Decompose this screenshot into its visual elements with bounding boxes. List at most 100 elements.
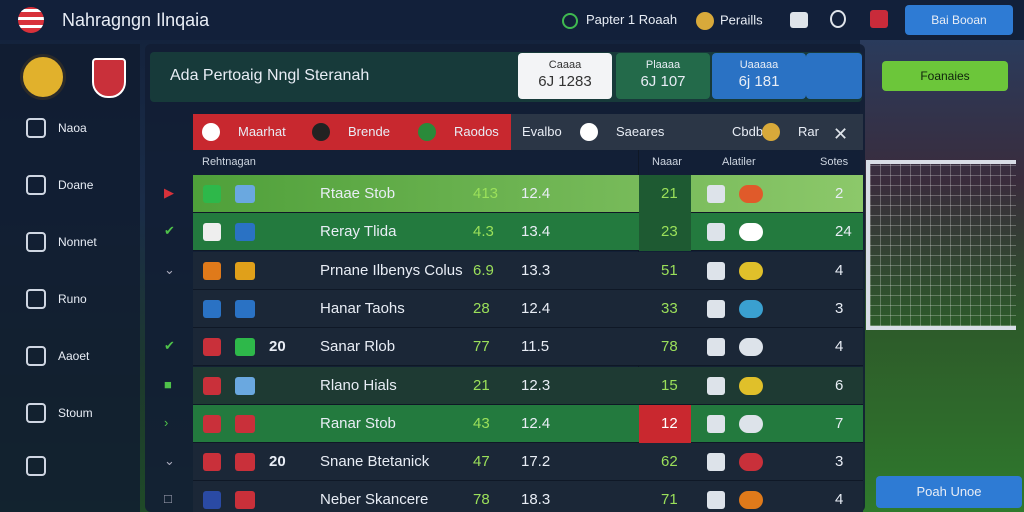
score: 4 bbox=[835, 491, 844, 509]
search-icon[interactable] bbox=[830, 10, 846, 28]
table-row[interactable]: 20 Snane Btetanick 47 17.2 62 3 bbox=[193, 443, 863, 482]
tab-label: Evalbo bbox=[522, 124, 562, 139]
player-name: Sanar Rlob bbox=[320, 338, 396, 356]
tab[interactable]: Saeares bbox=[580, 114, 664, 150]
table-row[interactable]: Rtaae Stob 413 12.4 21 2 bbox=[193, 175, 863, 213]
attr-icon bbox=[707, 223, 725, 242]
count-cell bbox=[639, 404, 691, 443]
table-row[interactable]: 20 Sanar Rlob 77 11.5 78 4 bbox=[193, 328, 863, 367]
score: 2 bbox=[835, 185, 844, 202]
attr-icon bbox=[707, 338, 725, 357]
row-indicator[interactable]: ⌄ bbox=[164, 261, 175, 277]
count: 12 bbox=[661, 414, 678, 432]
attr-icon bbox=[707, 261, 725, 280]
row-indicator[interactable]: ✔ bbox=[164, 338, 175, 354]
table-row[interactable]: Prnane Ilbenys Colus 6.9 13.3 51 4 bbox=[193, 251, 863, 290]
top-button[interactable]: Bai Booan bbox=[905, 5, 1013, 35]
tab-label: Raodos bbox=[454, 124, 499, 139]
sidebar-item[interactable]: Naoa bbox=[26, 118, 87, 138]
stat-label: Uaaaaa bbox=[739, 59, 779, 71]
tabs-close[interactable]: ✕ bbox=[833, 124, 849, 144]
sidebar-item[interactable]: Doane bbox=[26, 175, 93, 195]
stat-card: Plaaaa 6J 107 bbox=[616, 53, 710, 99]
attr-icon bbox=[739, 453, 763, 472]
app-logo[interactable] bbox=[18, 7, 44, 33]
attr-icon bbox=[707, 453, 725, 472]
tab[interactable]: Raodos bbox=[418, 114, 499, 150]
team-badge bbox=[235, 491, 255, 510]
player-name: Prnane Ilbenys Colus bbox=[320, 261, 463, 279]
tab-icon bbox=[202, 123, 220, 141]
attr-icon bbox=[739, 338, 763, 357]
row-indicator[interactable]: ▶ bbox=[164, 185, 174, 200]
player-name: Ranar Stob bbox=[320, 414, 396, 432]
tab-icon bbox=[762, 123, 780, 141]
sidebar-item[interactable]: Aaoet bbox=[26, 346, 89, 366]
attr-icon bbox=[707, 376, 725, 395]
sidebar-icon bbox=[26, 175, 46, 195]
count: 62 bbox=[661, 453, 678, 471]
score: 4 bbox=[835, 261, 844, 279]
stat-label: Caaaa bbox=[548, 59, 582, 71]
stadium-background bbox=[860, 40, 1024, 512]
count: 33 bbox=[661, 299, 678, 317]
header-title: Ada Pertoaig Nngl Steranah bbox=[170, 67, 370, 84]
player-name: Hanar Taohs bbox=[320, 299, 405, 317]
team-badge bbox=[203, 185, 221, 203]
row-indicator[interactable]: □ bbox=[164, 491, 172, 507]
nav-link[interactable]: Papter 1 Roaah bbox=[562, 12, 677, 29]
stat-a: 47 bbox=[473, 453, 490, 471]
tab-label: Maarhat bbox=[238, 124, 286, 139]
tab[interactable]: Brende bbox=[312, 114, 390, 150]
table-row[interactable]: Neber Skancere 78 18.3 71 4 bbox=[193, 481, 863, 512]
tab[interactable]: Maarhat bbox=[202, 114, 286, 150]
table-row[interactable]: Rlano Hials 21 12.3 15 6 bbox=[193, 366, 863, 405]
top-bar: Nahragngn Ilnqaia Papter 1 Roaah Peraill… bbox=[0, 0, 1024, 40]
attr-icon bbox=[707, 185, 725, 203]
score: 7 bbox=[835, 414, 844, 432]
team-badge bbox=[235, 338, 255, 357]
sidebar-icon bbox=[26, 289, 46, 309]
notifications-icon[interactable] bbox=[790, 12, 808, 28]
sidebar-label: Naoa bbox=[58, 121, 87, 135]
feature-button[interactable]: Foanaies bbox=[882, 61, 1008, 91]
team-badge bbox=[203, 414, 221, 433]
column-header: Rehtnagan bbox=[202, 156, 256, 168]
attr-icon bbox=[739, 299, 763, 318]
table-row[interactable]: Ranar Stob 43 12.4 12 7 bbox=[193, 404, 863, 443]
row-indicator[interactable]: ⌄ bbox=[164, 453, 175, 469]
stat-value: 6J 1283 bbox=[538, 73, 592, 90]
attr-icon bbox=[707, 491, 725, 510]
close-tile[interactable] bbox=[806, 53, 862, 99]
stat-value: 6J 107 bbox=[640, 73, 686, 90]
attr-icon bbox=[739, 185, 763, 203]
sidebar-item[interactable]: Nonnet bbox=[26, 232, 97, 252]
team-badge bbox=[203, 261, 221, 280]
sidebar-icon[interactable] bbox=[26, 456, 46, 476]
table-row[interactable]: Hanar Taohs 28 12.4 33 3 bbox=[193, 289, 863, 328]
team-badge bbox=[203, 338, 221, 357]
flag-icon[interactable] bbox=[870, 10, 888, 28]
sidebar-item[interactable]: Stoum bbox=[26, 403, 93, 423]
row-indicator[interactable]: ✔ bbox=[164, 223, 175, 239]
footer-button[interactable]: Poah Unoe bbox=[876, 476, 1022, 508]
row-indicator[interactable]: ■ bbox=[164, 376, 172, 392]
sidebar-icon bbox=[26, 403, 46, 423]
sidebar-label: Nonnet bbox=[58, 235, 97, 249]
tab[interactable]: Rar bbox=[762, 114, 819, 150]
stat-b: 18.3 bbox=[521, 491, 551, 509]
sidebar-item[interactable]: Runo bbox=[26, 289, 87, 309]
nav-link-text: Peraills bbox=[720, 12, 763, 28]
table-row[interactable]: Reray Tlida 4.3 13.4 23 24 bbox=[193, 213, 863, 252]
column-header: Sotes bbox=[820, 156, 849, 168]
stat-a: 6.9 bbox=[473, 261, 494, 279]
nav-link[interactable]: Peraills bbox=[696, 12, 763, 30]
row-indicator[interactable]: › bbox=[164, 414, 169, 430]
tab[interactable]: Evalbo bbox=[522, 114, 562, 150]
player-name: Reray Tlida bbox=[320, 223, 397, 241]
stat-b: 12.4 bbox=[521, 414, 551, 432]
count: 15 bbox=[661, 376, 678, 394]
score: 6 bbox=[835, 376, 844, 394]
sidebar-icon bbox=[26, 118, 46, 138]
